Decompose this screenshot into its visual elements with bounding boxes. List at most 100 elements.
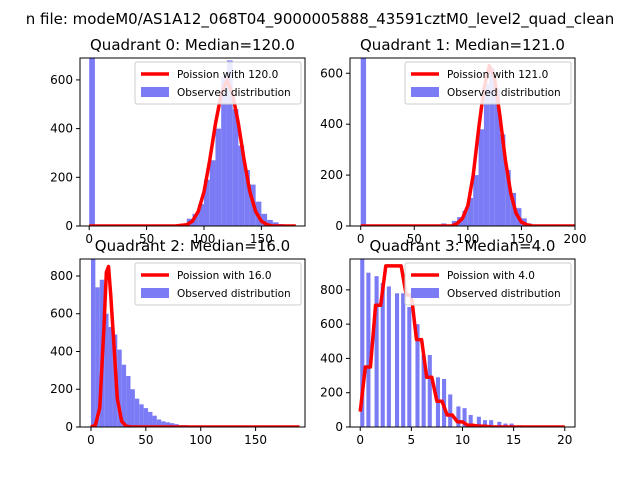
- x-tick-label: 15: [506, 433, 521, 447]
- subplot-1: 0 50 100 150 200 0 200 400 600 Quadrant 1: Median…: [320, 36, 586, 246]
- subplot-title: Quadrant 1: Median=121.0: [360, 36, 565, 54]
- histogram-bar: [134, 398, 140, 427]
- axes-frame: [79, 57, 306, 227]
- histogram-bar: [478, 129, 484, 226]
- legend-box: [404, 61, 572, 105]
- histogram-bar: [198, 204, 204, 226]
- histogram-bar: [462, 408, 467, 427]
- histogram-bar: [366, 272, 371, 427]
- histogram-bar: [427, 355, 432, 427]
- legend: Poission with 16.0 Observed distribution: [134, 262, 302, 306]
- x-tick-label: 5: [408, 433, 416, 447]
- y-tick-label: 200: [320, 168, 343, 182]
- legend-box: [134, 262, 302, 306]
- histogram-bar: [117, 349, 122, 427]
- subplot-title: Quadrant 2: Median=16.0: [95, 237, 290, 255]
- y-tick-label: 600: [50, 73, 73, 87]
- legend: Poission with 120.0 Observed distribution: [134, 61, 302, 105]
- histogram-bar: [489, 68, 495, 226]
- legend-bar-label: Observed distribution: [447, 87, 561, 99]
- axes-frame: [349, 57, 576, 227]
- histogram-bar: [108, 326, 113, 427]
- histogram-bar: [415, 324, 420, 427]
- histogram-bar: [360, 259, 365, 427]
- x-tick-label: 100: [189, 433, 212, 447]
- legend-bar-swatch: [411, 288, 439, 298]
- histogram-bar: [170, 423, 175, 427]
- histogram-bar: [161, 421, 166, 427]
- subplot-title: Quadrant 0: Median=120.0: [90, 36, 295, 54]
- plot-area: [358, 259, 565, 427]
- histogram-bar: [130, 389, 135, 427]
- poisson-line: [90, 264, 300, 427]
- histogram-bar: [380, 283, 385, 427]
- legend-box: [404, 262, 572, 306]
- histogram-bar: [386, 286, 391, 427]
- y-tick-label: 600: [320, 317, 343, 331]
- axes-frame: [79, 258, 306, 428]
- x-tick-label: 20: [557, 433, 572, 447]
- histogram-bar: [476, 416, 481, 427]
- histogram-bar: [121, 364, 127, 427]
- histogram-bar: [139, 404, 144, 427]
- legend-line-label: Poission with 4.0: [447, 270, 535, 282]
- x-tick-label: 150: [250, 232, 273, 246]
- poisson-line: [358, 264, 565, 427]
- histogram-bar: [494, 88, 500, 226]
- legend-line-label: Poission with 120.0: [177, 69, 278, 81]
- histogram-bar: [505, 170, 511, 226]
- legend-bar-label: Observed distribution: [177, 288, 291, 300]
- y-tick-label: 400: [320, 117, 343, 131]
- legend-line-label: Poission with 16.0: [177, 270, 272, 282]
- subplot-title: Quadrant 3: Median=4.0: [370, 237, 556, 255]
- legend-bar-label: Observed distribution: [447, 288, 561, 300]
- histogram-bar: [90, 259, 96, 427]
- x-tick-label: 50: [407, 232, 422, 246]
- x-tick-label: 150: [510, 232, 533, 246]
- x-tick-label: 200: [564, 232, 587, 246]
- histogram-bar: [360, 58, 367, 226]
- x-tick-label: 50: [138, 433, 153, 447]
- legend-bar-swatch: [411, 87, 439, 97]
- histogram-bar: [192, 213, 199, 226]
- x-tick-label: 100: [456, 232, 479, 246]
- histogram-bar: [374, 276, 379, 427]
- subplot-0: 0 50 100 150 0 200 400 600 Quadrant 0: Median=12…: [50, 36, 306, 246]
- histogram-bar: [104, 313, 109, 427]
- legend-bar-swatch: [141, 87, 169, 97]
- histogram-bar: [497, 421, 502, 427]
- x-tick-label: 0: [85, 232, 93, 246]
- histogram-bar: [489, 420, 494, 427]
- legend: Poission with 121.0 Observed distribution: [404, 61, 572, 105]
- y-tick-label: 600: [320, 66, 343, 80]
- y-tick-label: 200: [320, 386, 343, 400]
- x-tick-label: 150: [244, 433, 267, 447]
- histogram-bar: [467, 198, 474, 226]
- plot-area: [90, 259, 300, 427]
- y-tick-label: 800: [50, 269, 73, 283]
- subplot-2: 0 50 100 150 0 200 400 600 800 Quadrant 2: Median…: [50, 237, 306, 447]
- legend-line-label: Poission with 121.0: [447, 69, 548, 81]
- histogram-bar: [407, 307, 412, 427]
- legend-box: [134, 61, 302, 105]
- x-tick-label: 10: [455, 433, 470, 447]
- histogram-bar: [482, 420, 488, 427]
- y-tick-label: 400: [320, 351, 343, 365]
- histogram-bar: [152, 415, 157, 427]
- histogram-bar: [500, 134, 506, 226]
- figure-suptitle: n file: modeM0/AS1A12_068T04_9000005888_…: [26, 10, 615, 29]
- x-tick-label: 0: [357, 232, 365, 246]
- histogram-bar: [221, 77, 227, 226]
- histogram-bar: [395, 293, 400, 427]
- histogram-bar: [203, 179, 210, 226]
- x-tick-label: 50: [139, 232, 154, 246]
- y-tick-label: 0: [335, 219, 343, 233]
- plot-area: [89, 58, 296, 226]
- legend-bar-label: Observed distribution: [177, 87, 291, 99]
- y-tick-label: 400: [50, 122, 73, 136]
- histogram-bar: [456, 406, 461, 427]
- histogram-bar: [421, 355, 426, 427]
- histogram-bar: [156, 419, 162, 427]
